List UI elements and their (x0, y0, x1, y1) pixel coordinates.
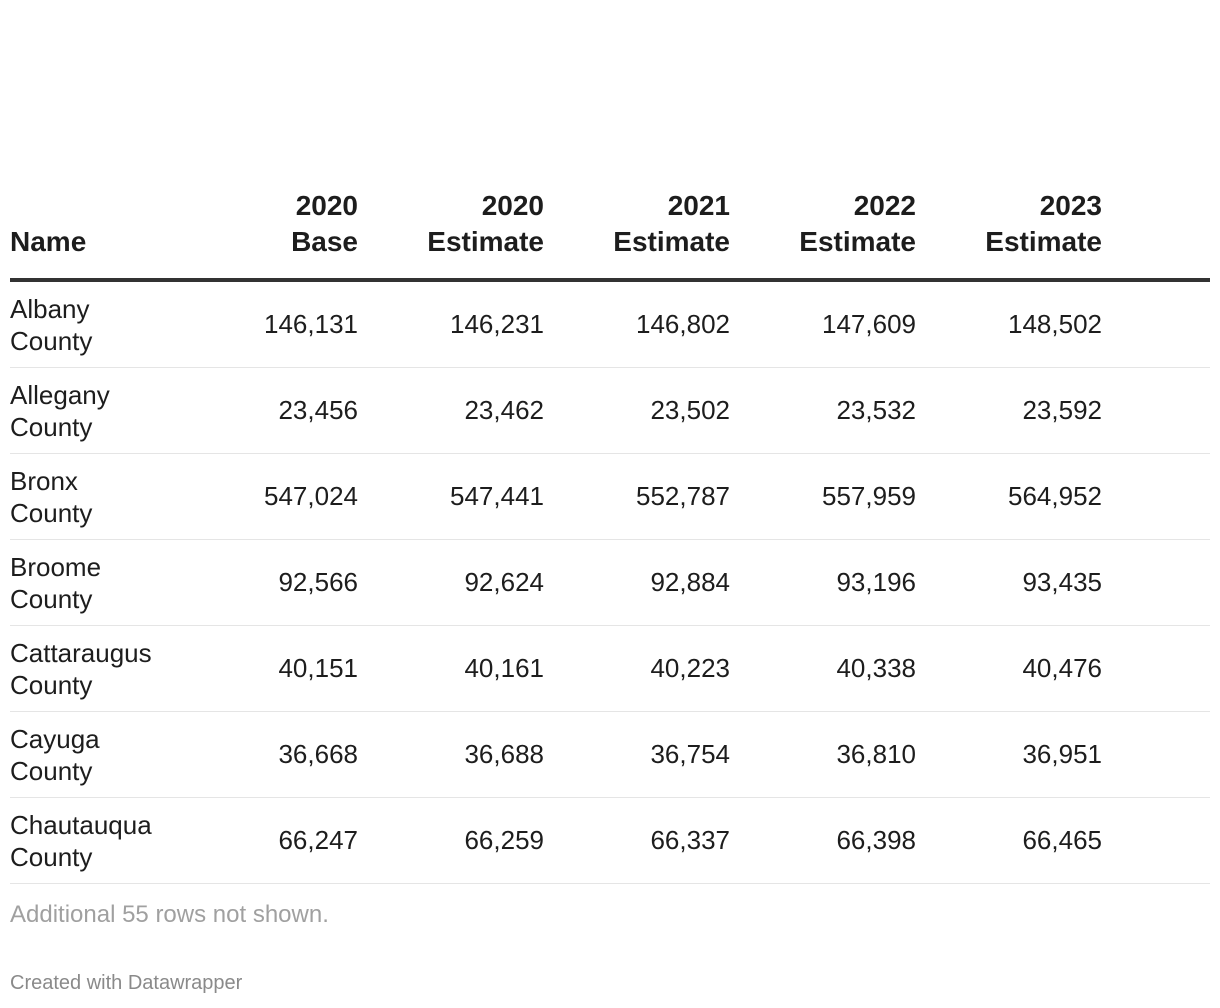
table-header: Name 2020 Base 2020 Estimate 2021 Estimate 2022… (10, 188, 1210, 282)
row-name-cell: Chautauqua County (10, 797, 172, 884)
column-header-text: 20 (1102, 188, 1210, 224)
value-cell-base2020: 547,024 (172, 453, 358, 540)
value-cell-est2024: 149, (1102, 280, 1210, 368)
value-cell-est2021: 92,884 (544, 539, 730, 626)
column-header-text: Estimate (985, 226, 1102, 257)
row-name-text: County (10, 755, 93, 786)
value-cell-est2021: 552,787 (544, 453, 730, 540)
value-cell-est2020: 547,441 (358, 453, 544, 540)
value-cell-est2020: 40,161 (358, 625, 544, 712)
value-cell-base2020: 36,668 (172, 711, 358, 798)
row-name-text: Allegany (10, 379, 110, 410)
row-name-text: Cayuga (10, 723, 100, 754)
value-cell-base2020: 40,151 (172, 625, 358, 712)
column-header-text: 2023 (1039, 190, 1102, 221)
value-cell-est2022: 36,810 (730, 711, 916, 798)
value-cell-est2021: 40,223 (544, 625, 730, 712)
column-header-text: Estimate (799, 226, 916, 257)
value-cell-est2022: 93,196 (730, 539, 916, 626)
rows-not-shown-note: Additional 55 rows not shown. (10, 901, 329, 928)
column-header-est2023[interactable]: 2023 Estimate (916, 188, 1102, 282)
value-cell-est2024: 37, (1102, 711, 1210, 798)
value-cell-est2023: 93,435 (916, 539, 1102, 626)
value-cell-base2020: 146,131 (172, 280, 358, 368)
value-cell-est2023: 36,951 (916, 711, 1102, 798)
column-header-text: 2022 (853, 190, 916, 221)
table-row: Broome County 92,566 92,624 92,884 93,196 93,4… (10, 539, 1210, 626)
column-header-text: 2020 (295, 190, 358, 221)
column-header-text: Estim (1102, 224, 1210, 260)
row-name-text: County (10, 325, 93, 356)
value-cell-est2024: 574, (1102, 453, 1210, 540)
value-cell-est2022: 66,398 (730, 797, 916, 884)
value-cell-est2022: 40,338 (730, 625, 916, 712)
value-cell-est2023: 66,465 (916, 797, 1102, 884)
value-cell-base2020: 92,566 (172, 539, 358, 626)
value-cell-est2020: 66,259 (358, 797, 544, 884)
column-header-est2021[interactable]: 2021 Estimate (544, 188, 730, 282)
row-name-text: County (10, 411, 93, 442)
column-header-est2022[interactable]: 2022 Estimate (730, 188, 916, 282)
column-header-text: Name (10, 226, 87, 257)
value-cell-est2021: 146,802 (544, 280, 730, 368)
table-row: Albany County 146,131 146,231 146,802 147,609… (10, 280, 1210, 368)
row-name-text: County (10, 841, 93, 872)
value-cell-est2022: 557,959 (730, 453, 916, 540)
value-cell-est2022: 147,609 (730, 280, 916, 368)
value-cell-base2020: 66,247 (172, 797, 358, 884)
column-header-text: 2020 (481, 190, 544, 221)
row-name-text: Chautauqua (10, 809, 152, 840)
row-name-text: County (10, 669, 93, 700)
column-header-base2020[interactable]: 2020 Base (172, 188, 358, 282)
data-table: Name 2020 Base 2020 Estimate 2021 Estimate 2022… (10, 188, 1210, 884)
row-name-text: Cattaraugus (10, 637, 152, 668)
table-row: Bronx County 547,024 547,441 552,787 557,959 5… (10, 453, 1210, 540)
column-header-text: 2021 (667, 190, 730, 221)
value-cell-est2020: 36,688 (358, 711, 544, 798)
row-name-text: Albany (10, 293, 90, 324)
header-row: Name 2020 Base 2020 Estimate 2021 Estimate 2022… (10, 188, 1210, 282)
value-cell-est2024: 93, (1102, 539, 1210, 626)
datawrapper-credit: Created with Datawrapper (10, 972, 243, 994)
value-cell-est2020: 23,462 (358, 367, 544, 454)
data-table-wrapper: Name 2020 Base 2020 Estimate 2021 Estimate 2022… (10, 188, 1210, 884)
row-name-text: County (10, 497, 93, 528)
value-cell-est2023: 40,476 (916, 625, 1102, 712)
column-header-text: Estimate (613, 226, 730, 257)
table-row: Cattaraugus County 40,151 40,161 40,223 40,33… (10, 625, 1210, 712)
column-header-est2020[interactable]: 2020 Estimate (358, 188, 544, 282)
value-cell-est2023: 23,592 (916, 367, 1102, 454)
row-name-cell: Cattaraugus County (10, 625, 172, 712)
value-cell-est2024: 23, (1102, 367, 1210, 454)
column-header-text: Estimate (427, 226, 544, 257)
row-name-cell: Albany County (10, 280, 172, 368)
row-name-cell: Bronx County (10, 453, 172, 540)
value-cell-est2024: 40, (1102, 625, 1210, 712)
value-cell-est2022: 23,532 (730, 367, 916, 454)
row-name-cell: Allegany County (10, 367, 172, 454)
value-cell-est2021: 36,754 (544, 711, 730, 798)
value-cell-est2021: 66,337 (544, 797, 730, 884)
value-cell-est2020: 92,624 (358, 539, 544, 626)
row-name-text: County (10, 583, 93, 614)
column-header-text: Base (291, 226, 358, 257)
table-body: Albany County 146,131 146,231 146,802 147,609… (10, 280, 1210, 884)
row-name-text: Broome (10, 551, 102, 582)
table-row: Allegany County 23,456 23,462 23,502 23,532 23… (10, 367, 1210, 454)
table-row: Chautauqua County 66,247 66,259 66,337 66,398… (10, 797, 1210, 884)
value-cell-est2021: 23,502 (544, 367, 730, 454)
row-name-text: Bronx (10, 465, 78, 496)
value-cell-est2023: 564,952 (916, 453, 1102, 540)
row-name-cell: Broome County (10, 539, 172, 626)
row-name-cell: Cayuga County (10, 711, 172, 798)
value-cell-est2024: 66, (1102, 797, 1210, 884)
value-cell-base2020: 23,456 (172, 367, 358, 454)
value-cell-est2023: 148,502 (916, 280, 1102, 368)
table-row: Cayuga County 36,668 36,688 36,754 36,810 36,9… (10, 711, 1210, 798)
value-cell-est2020: 146,231 (358, 280, 544, 368)
column-header-name[interactable]: Name (10, 188, 172, 282)
